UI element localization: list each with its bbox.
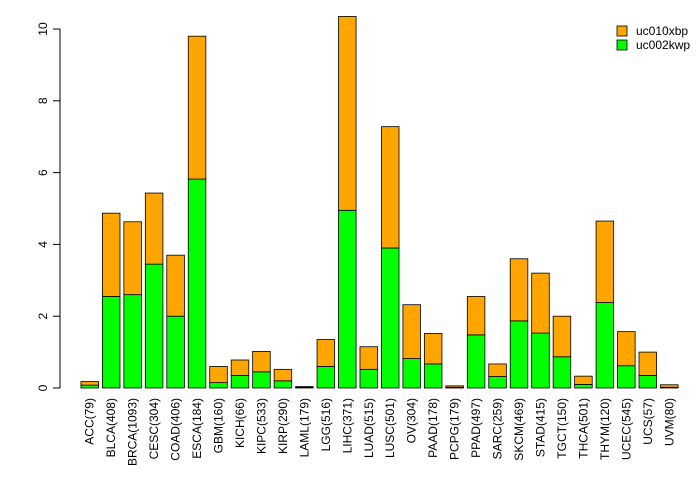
- bar-uc010xbp-kipc: [252, 350, 271, 373]
- bar-uc002kwp-coad: [166, 315, 185, 389]
- bar-uc010xbp-sarc: [488, 363, 507, 377]
- y-tick-label: 10: [36, 22, 50, 36]
- y-tick-label: 8: [36, 97, 50, 104]
- bar-uc010xbp-paad: [423, 333, 443, 365]
- bar-uc002kwp-cesc: [144, 263, 164, 389]
- bar-uc010xbp-lusc: [381, 126, 400, 249]
- x-tick-label: UCEC(545): [619, 398, 633, 460]
- bar-uc002kwp-ppad: [466, 334, 486, 389]
- x-tick-label: BRCA(1093): [126, 398, 140, 466]
- bar-uc002kwp-blca: [102, 296, 121, 389]
- bar-uc002kwp-skcm: [509, 320, 529, 389]
- bars-group: [80, 16, 679, 389]
- y-tick-label: 0: [36, 384, 50, 391]
- bar-uc002kwp-luad: [359, 368, 378, 389]
- x-tick-label: GBM(160): [212, 398, 226, 453]
- x-tick-label: STAD(415): [533, 398, 547, 457]
- legend-swatch-uc010xbp: [616, 25, 628, 37]
- bar-uc010xbp-laml: [295, 386, 314, 388]
- bar-uc010xbp-thym: [595, 220, 615, 303]
- bar-uc010xbp-thca: [574, 375, 593, 385]
- bar-uc010xbp-ppad: [466, 296, 486, 336]
- bar-uc002kwp-lusc: [381, 247, 400, 389]
- bar-uc010xbp-ov: [402, 304, 421, 359]
- x-tick-label: UVM(80): [662, 398, 676, 446]
- x-tick-label: KICH(66): [233, 398, 247, 448]
- bar-uc010xbp-blca: [102, 212, 121, 297]
- bar-uc010xbp-cesc: [144, 192, 164, 265]
- x-tick-label: COAD(406): [169, 398, 183, 461]
- x-tick-label: PAAD(178): [426, 398, 440, 458]
- bar-uc010xbp-tgct: [552, 315, 572, 358]
- bar-uc010xbp-stad: [531, 272, 550, 334]
- bar-uc010xbp-luad: [359, 346, 378, 370]
- legend-label-uc002kwp: uc002kwp: [636, 38, 690, 52]
- x-tick-label: PCPG(179): [448, 398, 462, 460]
- bar-uc002kwp-kipc: [252, 371, 271, 389]
- bar-uc010xbp-gbm: [209, 366, 228, 384]
- x-tick-label: LAML(179): [297, 398, 311, 457]
- y-tick-label: 2: [36, 313, 50, 320]
- x-tick-label: SKCM(469): [512, 398, 526, 461]
- x-tick-label: LUAD(515): [362, 398, 376, 458]
- bar-uc002kwp-stad: [531, 332, 550, 389]
- bar-uc002kwp-ov: [402, 358, 421, 389]
- bar-uc010xbp-kich: [230, 359, 250, 376]
- bar-uc010xbp-acc: [80, 381, 99, 386]
- bar-uc002kwp-acc: [80, 384, 99, 389]
- x-tick-label: SARC(259): [491, 398, 505, 459]
- x-tick-label: KIRP(290): [276, 398, 290, 454]
- x-tick-label: UCS(57): [641, 398, 655, 445]
- bar-uc002kwp-kirp: [273, 380, 293, 389]
- legend-swatch-uc002kwp: [616, 39, 628, 51]
- bar-uc002kwp-lgg: [316, 366, 336, 389]
- bar-uc010xbp-uvm: [660, 384, 679, 388]
- bar-uc002kwp-brca: [123, 294, 142, 389]
- x-axis-labels: ACC(79) BLCA(408) BRCA(1093) CESC(304) COAD(…: [83, 398, 677, 466]
- bar-uc002kwp-sarc: [488, 376, 507, 389]
- x-tick-label: TGCT(150): [555, 398, 569, 459]
- bar-uc010xbp-lgg: [316, 339, 336, 367]
- bar-uc002kwp-thym: [595, 302, 615, 389]
- y-tick-label: 6: [36, 169, 50, 176]
- bar-uc010xbp-kirp: [273, 368, 293, 382]
- legend-label-uc010xbp: uc010xbp: [636, 24, 688, 38]
- bar-uc002kwp-tgct: [552, 356, 572, 389]
- bar-uc002kwp-ucs: [638, 375, 658, 389]
- x-tick-label: BLCA(408): [104, 398, 118, 457]
- y-axis: 0 2 4 6 8 10: [36, 22, 61, 391]
- y-tick-label: 4: [36, 241, 50, 248]
- x-tick-label: PPAD(497): [469, 398, 483, 458]
- bar-uc002kwp-paad: [423, 363, 443, 389]
- x-tick-label: ACC(79): [83, 398, 97, 445]
- x-tick-label: CESC(304): [147, 398, 161, 459]
- bar-uc010xbp-skcm: [509, 258, 529, 322]
- x-tick-label: LGG(516): [319, 398, 333, 451]
- bar-uc002kwp-esca: [187, 178, 207, 389]
- x-tick-label: LIHC(371): [340, 398, 354, 453]
- bar-uc002kwp-gbm: [209, 382, 228, 389]
- bar-uc002kwp-ucec: [617, 365, 636, 389]
- x-tick-label: KIPC(533): [254, 398, 268, 454]
- bar-uc010xbp-ucec: [617, 331, 636, 367]
- bar-uc002kwp-kich: [230, 375, 250, 389]
- bar-uc010xbp-lihc: [338, 16, 357, 211]
- bar-uc010xbp-esca: [187, 35, 207, 180]
- x-tick-label: OV(304): [405, 398, 419, 443]
- bar-uc010xbp-pcpg: [445, 385, 464, 388]
- x-tick-label: LUSC(501): [383, 398, 397, 458]
- bar-uc002kwp-thca: [574, 384, 593, 389]
- bar-uc010xbp-coad: [166, 254, 185, 317]
- bar-uc010xbp-ucs: [638, 351, 658, 376]
- bar-uc002kwp-lihc: [338, 209, 357, 389]
- x-tick-label: THCA(501): [576, 398, 590, 459]
- x-tick-label: THYM(120): [598, 398, 612, 460]
- x-tick-label: ESCA(184): [190, 398, 204, 459]
- bar-uc010xbp-brca: [123, 221, 142, 296]
